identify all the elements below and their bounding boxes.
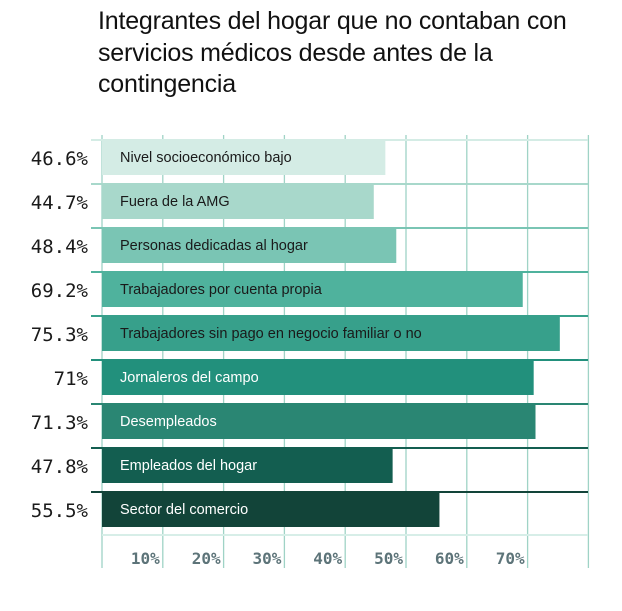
bar xyxy=(102,493,440,527)
tick-label: 10% xyxy=(131,549,160,568)
value-label: 55.5% xyxy=(31,500,89,522)
value-label: 47.8% xyxy=(31,456,89,478)
value-label: 71.3% xyxy=(31,412,89,434)
value-label: 46.6% xyxy=(31,148,89,170)
bar xyxy=(102,185,374,219)
x-axis-ticks: 10% 20% 30% 40% 50% 60% 70% xyxy=(131,549,525,568)
tick-label: 20% xyxy=(192,549,221,568)
bar xyxy=(102,273,523,307)
tick-label: 30% xyxy=(252,549,281,568)
bar xyxy=(102,317,560,351)
bar-label: Jornaleros del campo xyxy=(120,370,259,386)
tick-label: 60% xyxy=(435,549,464,568)
bar-label: Personas dedicadas al hogar xyxy=(120,238,308,254)
value-label: 48.4% xyxy=(31,236,89,258)
value-label: 44.7% xyxy=(31,192,89,214)
bar-label: Sector del comercio xyxy=(120,502,248,518)
value-label: 75.3% xyxy=(31,324,89,346)
tick-label: 70% xyxy=(496,549,525,568)
bar-label: Trabajadores por cuenta propia xyxy=(120,282,323,298)
bar xyxy=(102,229,397,263)
bar xyxy=(102,141,386,175)
bar xyxy=(102,361,534,395)
bar-label: Nivel socioeconómico bajo xyxy=(120,150,292,166)
value-label: 71% xyxy=(54,368,89,390)
bar-label: Desempleados xyxy=(120,414,217,430)
bars: Nivel socioeconómico bajo 46.6% Fuera de l… xyxy=(31,139,588,527)
chart-title: Integrantes del hogar que no contaban co… xyxy=(98,7,567,98)
value-label: 69.2% xyxy=(31,280,89,302)
bar-label: Fuera de la AMG xyxy=(120,194,230,210)
bar xyxy=(102,405,536,439)
tick-label: 50% xyxy=(374,549,403,568)
tick-label: 40% xyxy=(313,549,342,568)
bar-label: Empleados del hogar xyxy=(120,458,257,474)
bar-label: Trabajadores sin pago en negocio familia… xyxy=(120,326,422,342)
bar xyxy=(102,449,393,483)
